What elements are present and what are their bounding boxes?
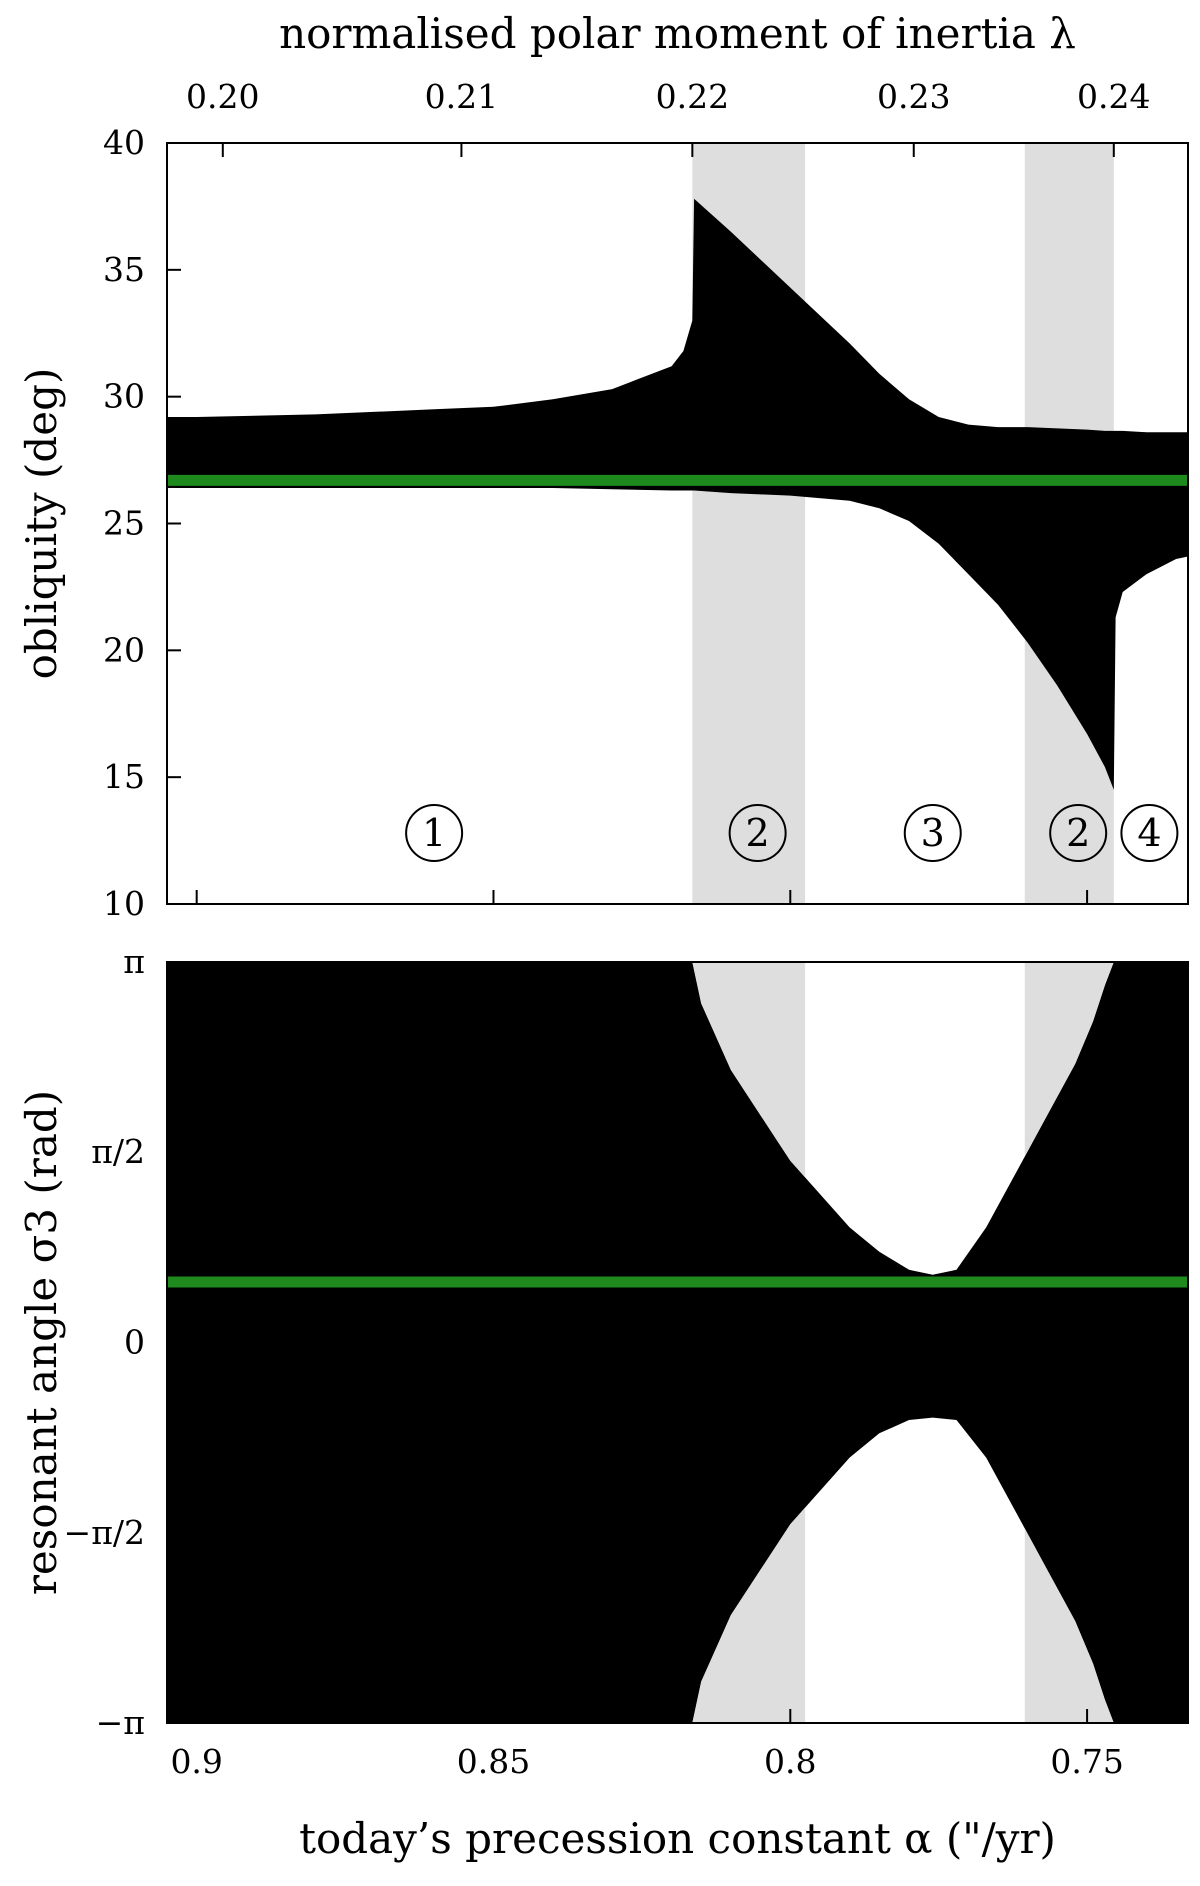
region-marker-circle — [728, 803, 787, 862]
region-marker-circle — [903, 803, 962, 862]
region-marker-label: 2 — [746, 811, 770, 855]
region-marker-label: 4 — [1137, 811, 1161, 855]
top-tick-label: 0.21 — [425, 77, 498, 116]
region-marker-circle — [1120, 803, 1179, 862]
region-annotations: 1 2 3 2 4 — [405, 803, 1179, 862]
top-tick-label: 0.23 — [877, 77, 950, 116]
axis-ticks: −π −π/2 0 π/2 π 0.9 0.85 0.8 0.75 — [64, 942, 1124, 1781]
axis-ticks: 10 15 20 25 30 35 40 0.20 0.21 0.22 0.23 0.24 — [103, 77, 1151, 923]
y-tick-label: 40 — [103, 123, 145, 162]
x-tick-label: 0.8 — [764, 1742, 816, 1781]
y-tick-label: π — [123, 942, 145, 981]
y-tick-label: 0 — [124, 1323, 145, 1362]
x-axis-title: today’s precession constant α ("/yr) — [299, 1814, 1056, 1863]
y-tick-label: −π — [96, 1703, 145, 1742]
obliquity-band-area — [167, 198, 1188, 790]
obliquity-band — [167, 198, 1188, 790]
x-tick-label: 0.75 — [1050, 1742, 1123, 1781]
y-tick-label: 15 — [103, 757, 145, 796]
y-tick-label: 30 — [103, 377, 145, 416]
obliquity-panel: 1 2 3 2 4 10 15 20 25 30 35 40 0.20 0.21 0.22 0.23 0.24… — [17, 9, 1189, 923]
x-tick-label: 0.9 — [170, 1742, 222, 1781]
y-tick-label: 35 — [103, 250, 145, 289]
top-tick-label: 0.20 — [186, 77, 259, 116]
obliquity-axis-title: obliquity (deg) — [17, 368, 66, 680]
top-axis-title: normalised polar moment of inertia λ — [279, 9, 1076, 58]
y-tick-label: 20 — [103, 630, 145, 669]
resonant-angle-panel: −π −π/2 0 π/2 π 0.9 0.85 0.8 0.75 today’s preces… — [17, 942, 1189, 1863]
x-tick-label: 0.85 — [457, 1742, 530, 1781]
top-tick-label: 0.24 — [1077, 77, 1150, 116]
top-tick-label: 0.22 — [656, 77, 729, 116]
y-tick-label: 25 — [103, 504, 145, 543]
y-tick-label: 10 — [103, 884, 145, 923]
region-marker-label: 3 — [921, 811, 945, 855]
y-tick-label: −π/2 — [64, 1513, 145, 1552]
resonant-angle-axis-title: resonant angle σ3 (rad) — [17, 1090, 66, 1595]
region-marker-label: 2 — [1066, 811, 1090, 855]
region-marker-circle — [1049, 803, 1108, 862]
region-marker-circle — [405, 803, 464, 862]
y-tick-label: π/2 — [91, 1132, 145, 1171]
region-marker-label: 1 — [422, 811, 446, 855]
